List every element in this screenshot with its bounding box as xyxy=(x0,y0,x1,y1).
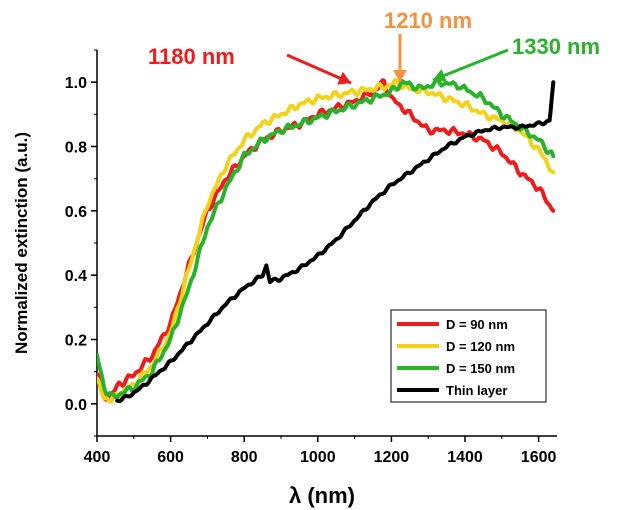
peak-annotations: 1180 nm 1210 nm 1330 nm xyxy=(148,8,600,85)
series-line-4 xyxy=(115,80,556,404)
y-tick-label: 0.0 xyxy=(65,397,87,414)
peak-label: 1330 nm xyxy=(512,34,600,59)
x-tick-label: 600 xyxy=(157,449,184,466)
x-tick-label: 1000 xyxy=(300,449,336,466)
x-ticks: 400 600 800 1000 1200 1400 1600 xyxy=(84,436,557,466)
legend-label: D = 90 nm xyxy=(446,317,508,332)
y-tick-label: 0.8 xyxy=(65,140,87,157)
x-tick-label: 1600 xyxy=(521,449,557,466)
peak-label: 1180 nm xyxy=(148,44,235,69)
x-tick-label: 1400 xyxy=(447,449,483,466)
x-tick-label: 1200 xyxy=(374,449,410,466)
peak-arrow xyxy=(432,48,509,82)
series-layer xyxy=(97,77,556,404)
x-tick-label: 400 xyxy=(84,449,111,466)
legend-label: D = 150 nm xyxy=(446,361,515,376)
series-line-2 xyxy=(97,77,556,404)
peak-label: 1210 nm xyxy=(384,8,472,33)
peak-arrowhead xyxy=(337,71,351,85)
legend: D = 90 nm D = 120 nm D = 150 nm Thin layer xyxy=(390,309,547,403)
y-tick-label: 0.2 xyxy=(65,333,87,350)
y-tick-label: 1.0 xyxy=(65,75,87,92)
peak-arrowhead xyxy=(393,70,407,82)
x-tick-label: 800 xyxy=(231,449,258,466)
y-ticks: 0.0 0.2 0.4 0.6 0.8 1.0 xyxy=(65,49,97,437)
y-tick-label: 0.4 xyxy=(65,268,87,285)
peak-arrowhead xyxy=(433,69,447,83)
x-axis-title: λ (nm) xyxy=(289,483,355,508)
legend-label: D = 120 nm xyxy=(446,339,515,354)
legend-label: Thin layer xyxy=(446,383,507,398)
series-line-3 xyxy=(97,77,556,400)
y-axis-title: Normalized extinction (a.u.) xyxy=(12,132,31,354)
y-tick-label: 0.6 xyxy=(65,204,87,221)
